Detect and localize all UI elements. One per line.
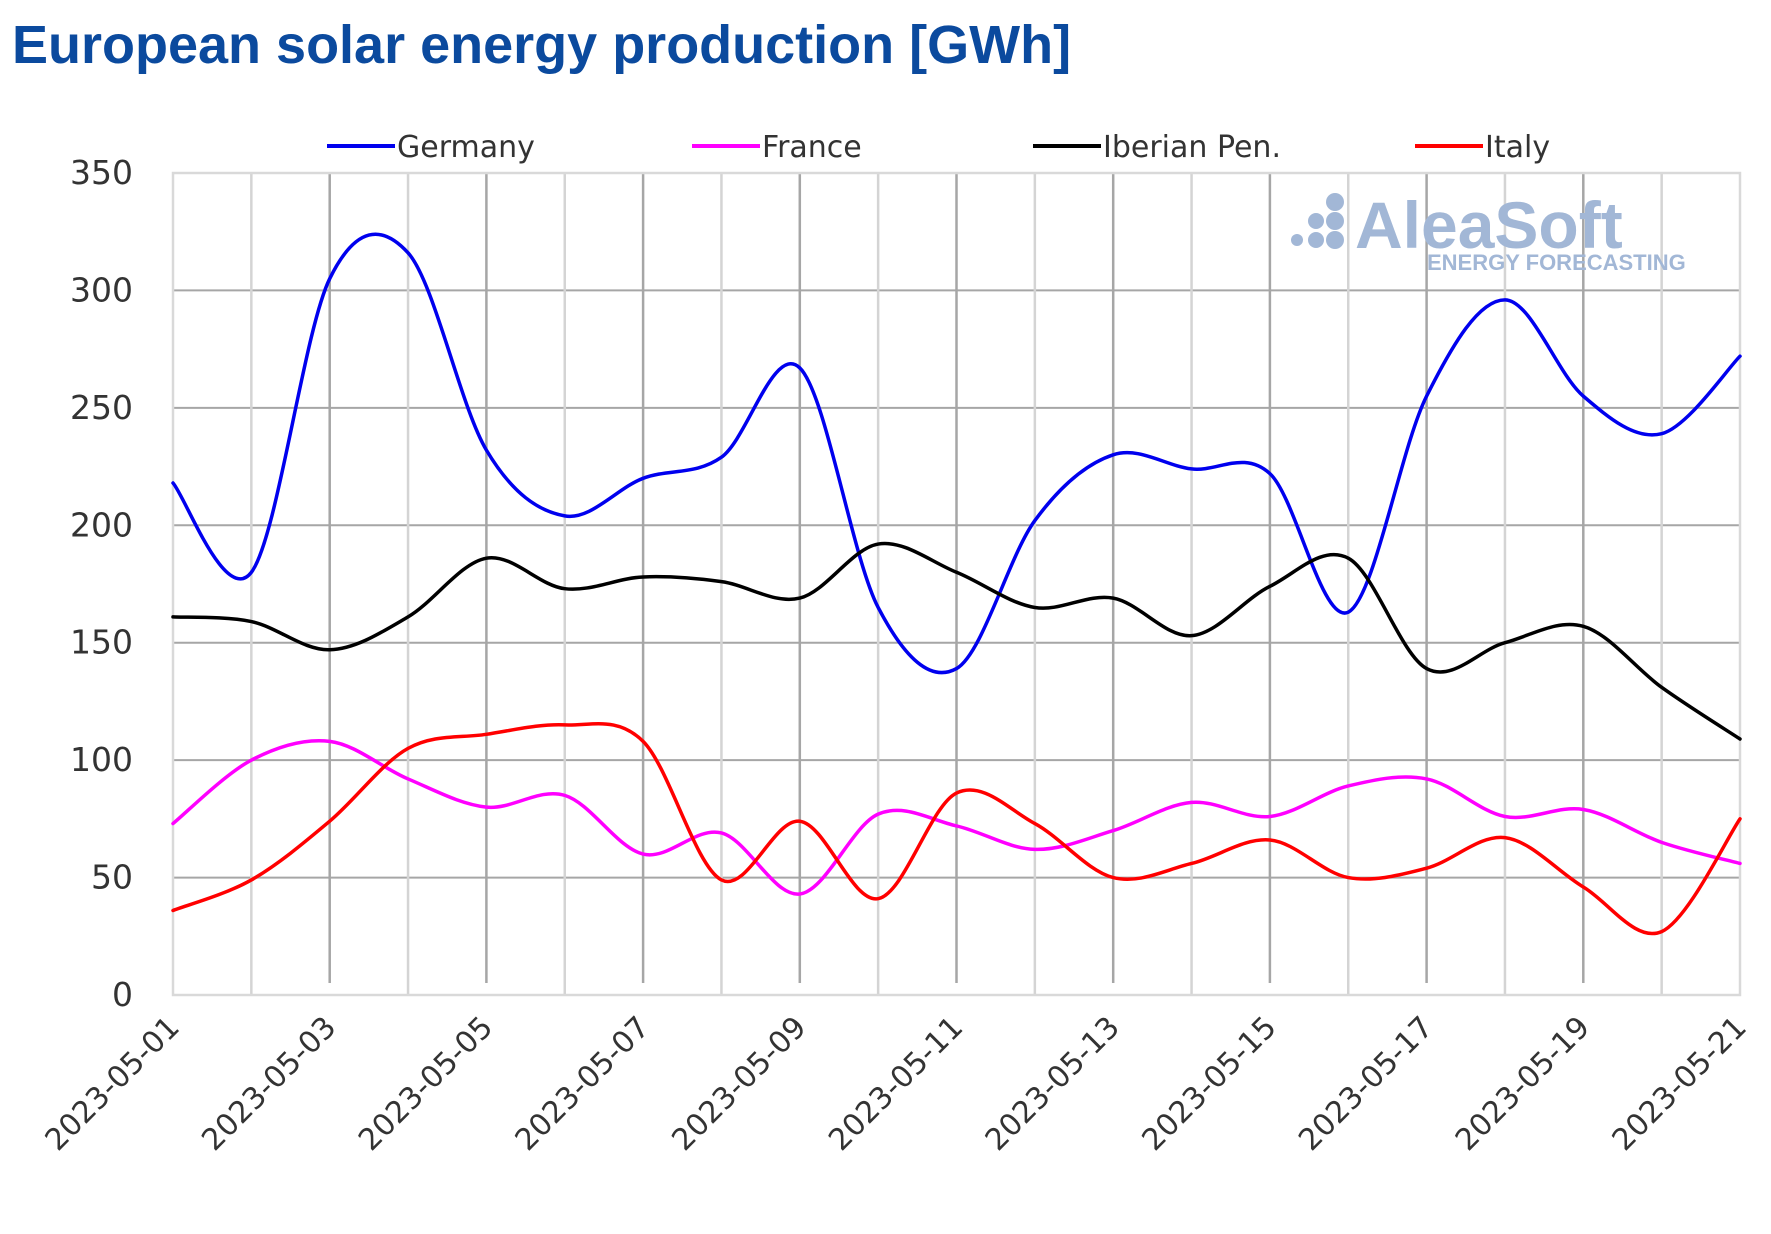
series-line-france (171, 738, 1742, 896)
plot-frame (171, 171, 1742, 997)
y-tick-label: 250 (70, 388, 133, 427)
logo-dot (1326, 193, 1344, 211)
watermark-brand: AleaSoft (1355, 188, 1623, 262)
legend-item-germany[interactable]: Germany (327, 130, 535, 165)
y-tick-label: 100 (70, 740, 133, 779)
x-tick-label: 2023-05-01 (39, 1010, 187, 1158)
y-tick-label: 200 (70, 505, 133, 544)
logo-dot (1326, 231, 1344, 249)
legend: Germany France Iberian Pen. Italy (327, 130, 1550, 165)
watermark: AleaSoft ENERGY FORECASTING (1291, 188, 1686, 275)
series-line-italy (171, 722, 1742, 936)
logo-dot (1308, 232, 1324, 248)
logo-dot (1308, 213, 1324, 229)
x-tick-label: 2023-05-09 (665, 1010, 813, 1158)
x-tick-label: 2023-05-15 (1136, 1010, 1284, 1158)
x-tick-label: 2023-05-13 (979, 1010, 1127, 1158)
y-tick-label: 0 (112, 975, 133, 1014)
x-tick-label: 2023-05-05 (352, 1010, 500, 1158)
x-tick-label: 2023-05-03 (195, 1010, 343, 1158)
x-tick-label: 2023-05-17 (1292, 1010, 1440, 1158)
grid-lines (173, 173, 1740, 995)
legend-label: France (762, 130, 862, 165)
legend-label: Italy (1485, 130, 1550, 165)
legend-item-iberian-pen[interactable]: Iberian Pen. (1033, 130, 1281, 165)
y-axis-ticks: 0 50 100 150 200 250 300 350 (70, 153, 133, 1014)
legend-item-italy[interactable]: Italy (1415, 130, 1550, 165)
dots-logo-icon (1291, 193, 1344, 249)
logo-dot (1291, 234, 1303, 246)
legend-item-france[interactable]: France (692, 130, 862, 165)
y-tick-label: 300 (70, 270, 133, 309)
y-tick-label: 150 (70, 623, 133, 662)
chart-title: European solar energy production [GWh] (12, 15, 1072, 75)
y-tick-label: 350 (70, 153, 133, 192)
x-tick-label: 2023-05-11 (822, 1010, 970, 1158)
logo-dot (1326, 212, 1344, 230)
legend-label: Germany (397, 130, 535, 165)
x-axis-ticks: 2023-05-01 2023-05-03 2023-05-05 2023-05-07… (39, 1010, 1754, 1158)
y-tick-label: 50 (91, 858, 133, 897)
x-tick-label: 2023-05-21 (1606, 1010, 1754, 1158)
watermark-tagline: ENERGY FORECASTING (1427, 250, 1686, 275)
plot-border (171, 171, 1742, 997)
x-tick-label: 2023-05-07 (509, 1010, 657, 1158)
series-line-germany (171, 232, 1742, 675)
x-tick-label: 2023-05-19 (1449, 1010, 1597, 1158)
legend-label: Iberian Pen. (1103, 130, 1281, 165)
series-line-iberian-pen (171, 541, 1742, 741)
series-lines (171, 232, 1742, 936)
